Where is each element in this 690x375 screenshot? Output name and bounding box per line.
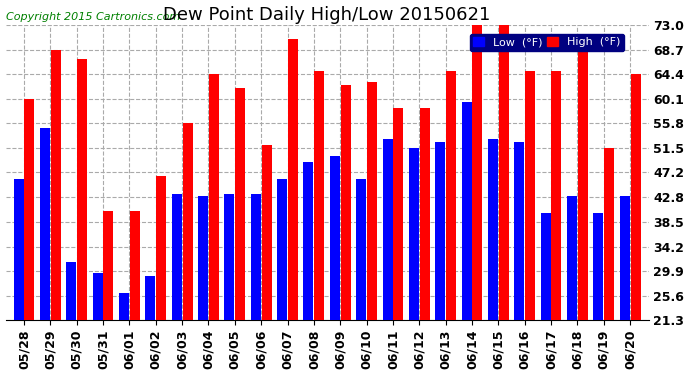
Bar [341, 85, 351, 320]
Bar [578, 39, 588, 320]
Bar [172, 194, 181, 320]
Bar [277, 179, 287, 320]
Bar [14, 179, 23, 320]
Bar [567, 196, 577, 320]
Bar [499, 22, 509, 320]
Bar [156, 176, 166, 320]
Bar [367, 82, 377, 320]
Bar [435, 142, 445, 320]
Bar [92, 273, 103, 320]
Bar [446, 71, 456, 320]
Bar [593, 213, 603, 320]
Bar [304, 162, 313, 320]
Bar [525, 71, 535, 320]
Bar [551, 71, 562, 320]
Bar [356, 179, 366, 320]
Bar [604, 148, 614, 320]
Bar [420, 108, 430, 320]
Bar [620, 196, 630, 320]
Bar [40, 128, 50, 320]
Bar [314, 71, 324, 320]
Bar [330, 156, 340, 320]
Bar [209, 74, 219, 320]
Bar [198, 196, 208, 320]
Bar [473, 25, 482, 320]
Bar [409, 148, 419, 320]
Bar [235, 88, 245, 320]
Bar [51, 50, 61, 320]
Bar [146, 276, 155, 320]
Bar [183, 123, 193, 320]
Bar [631, 74, 640, 320]
Bar [119, 293, 129, 320]
Bar [393, 108, 404, 320]
Bar [488, 139, 498, 320]
Bar [250, 194, 261, 320]
Bar [224, 194, 235, 320]
Bar [262, 145, 272, 320]
Bar [77, 59, 87, 320]
Title: Dew Point Daily High/Low 20150621: Dew Point Daily High/Low 20150621 [164, 6, 491, 24]
Bar [66, 262, 77, 320]
Text: Copyright 2015 Cartronics.com: Copyright 2015 Cartronics.com [6, 12, 180, 22]
Bar [382, 139, 393, 320]
Bar [462, 102, 472, 320]
Bar [288, 39, 298, 320]
Bar [541, 213, 551, 320]
Bar [24, 99, 34, 320]
Bar [104, 211, 113, 320]
Bar [130, 211, 140, 320]
Legend: Low  (°F), High  (°F): Low (°F), High (°F) [470, 34, 624, 51]
Bar [514, 142, 524, 320]
